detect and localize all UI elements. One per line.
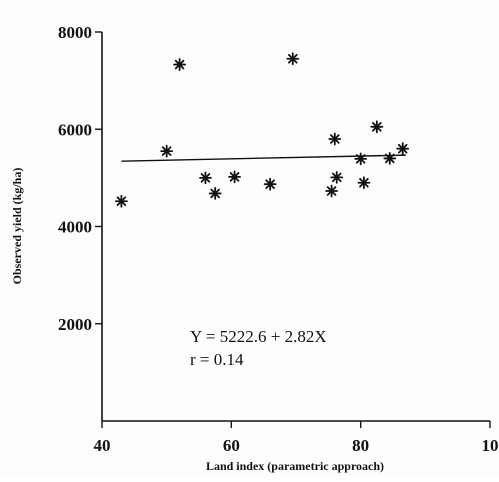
regression-equation-label: Y = 5222.6 + 2.82X — [190, 327, 327, 346]
data-point — [160, 144, 174, 158]
data-point — [173, 58, 187, 71]
y-tick-label: 6000 — [58, 120, 92, 139]
data-point — [328, 132, 342, 146]
data-point — [357, 176, 371, 190]
data-point — [208, 187, 222, 200]
data-point — [330, 170, 344, 184]
ticks: 2000 4000 6000 8000 40 60 80 10 — [58, 23, 499, 455]
y-tick-label: 2000 — [58, 315, 92, 334]
x-axis-title: Land index (parametric approach) — [206, 459, 384, 473]
data-point — [325, 184, 338, 198]
data-point — [383, 152, 397, 165]
data-point — [396, 142, 410, 156]
y-tick-label: 8000 — [58, 23, 92, 42]
data-point — [228, 170, 241, 184]
correlation-label: r = 0.14 — [190, 350, 244, 369]
data-point — [115, 194, 128, 208]
x-tick-label: 40 — [94, 436, 111, 455]
data-point — [354, 152, 368, 166]
data-points — [115, 52, 410, 208]
y-tick-label: 4000 — [58, 218, 92, 237]
x-tick-label: 80 — [352, 436, 369, 455]
data-point — [370, 120, 384, 134]
data-point — [263, 177, 277, 191]
axes — [101, 32, 490, 422]
data-point — [199, 171, 212, 185]
x-tick-label: 60 — [223, 436, 240, 455]
y-axis-title: Observed yield (kg/ha) — [10, 168, 24, 285]
x-tick-label: 10 — [482, 436, 499, 455]
data-point — [286, 52, 300, 66]
